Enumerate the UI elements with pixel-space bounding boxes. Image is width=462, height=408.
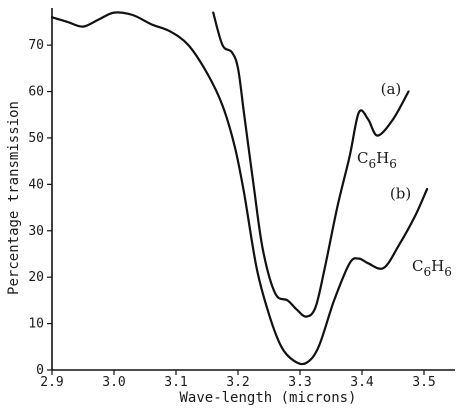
axes [51, 8, 455, 371]
series-a-label: (a) [381, 80, 402, 98]
y-tick-label: 30 [28, 224, 44, 239]
y-tick-label: 0 [36, 363, 44, 378]
x-tick-label: 3.0 [102, 375, 125, 390]
x-axis-title: Wave-length (microns) [179, 390, 356, 406]
x-tick-label: 3.1 [164, 375, 187, 390]
series-a-formula: C6H6 [357, 149, 397, 171]
y-axis-title: Percentage transmission [6, 101, 22, 295]
x-tick-label: 3.4 [350, 375, 374, 390]
series-b-label: (b) [390, 184, 411, 202]
y-ticks: 0 10 20 30 40 50 60 70 [28, 38, 52, 378]
series-group [50, 11, 429, 366]
y-tick-label: 50 [28, 131, 44, 146]
x-tick-label: 3.2 [226, 375, 249, 390]
y-tick-label: 40 [28, 177, 44, 192]
y-tick-label: 10 [28, 317, 44, 332]
series-b-line [50, 11, 429, 366]
series-a-line [212, 11, 410, 318]
y-tick-label: 60 [28, 85, 44, 100]
series-b-formula: C6H6 [412, 257, 452, 279]
x-tick-label: 2.9 [40, 375, 63, 390]
x-tick-label: 3.3 [288, 375, 311, 390]
series-labels: (a) (b) C6H6 C6H6 [357, 80, 452, 279]
y-tick-label: 70 [28, 38, 44, 53]
y-tick-label: 20 [28, 270, 44, 285]
x-tick-label: 3.5 [412, 375, 435, 390]
x-ticks: 2.9 3.0 3.1 3.2 3.3 3.4 3.5 [40, 370, 436, 390]
